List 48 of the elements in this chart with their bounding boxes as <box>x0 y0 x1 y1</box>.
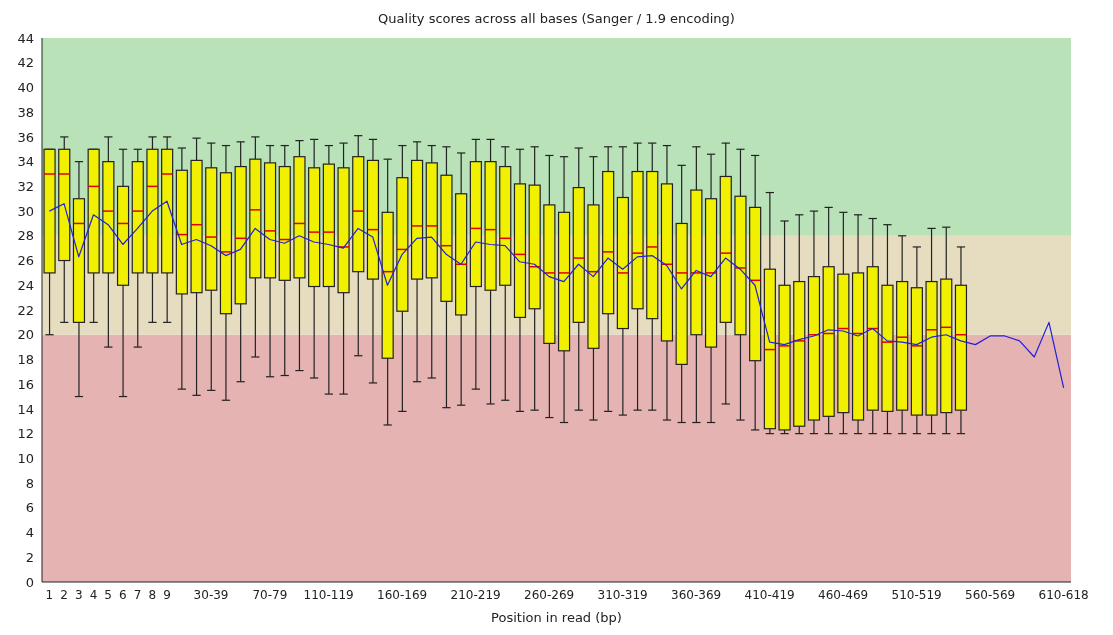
x-tick-label: 110-119 <box>303 587 354 602</box>
y-tick-label: 32 <box>17 178 34 194</box>
x-tick-label: 1 <box>45 587 54 602</box>
y-tick-label: 44 <box>17 30 34 46</box>
y-tick-label: 24 <box>17 277 34 293</box>
x-axis-title: Position in read (bp) <box>491 610 622 625</box>
y-tick-label: 10 <box>17 450 34 466</box>
y-tick-label: 22 <box>17 302 34 318</box>
y-tick-label: 28 <box>17 228 34 244</box>
x-tick-label: 70-79 <box>252 587 288 602</box>
y-tick-label: 16 <box>17 376 34 392</box>
x-tick-label: 7 <box>133 587 142 602</box>
y-tick-label: 40 <box>17 80 34 96</box>
x-tick-label: 460-469 <box>818 587 869 602</box>
x-tick-label: 2 <box>60 587 68 602</box>
x-tick-label: 510-519 <box>891 587 942 602</box>
x-tick-label: 6 <box>119 587 127 602</box>
x-tick-label: 9 <box>163 587 171 602</box>
y-tick-label: 34 <box>17 154 34 170</box>
x-tick-label: 30-39 <box>193 587 229 602</box>
y-tick-label: 6 <box>25 500 34 516</box>
x-tick-label: 560-569 <box>965 587 1016 602</box>
x-tick-label: 610-618 <box>1038 587 1089 602</box>
y-tick-label: 4 <box>25 525 34 541</box>
x-tick-label: 5 <box>104 587 112 602</box>
y-tick-label: 18 <box>17 352 34 368</box>
x-tick-label: 310-319 <box>597 587 648 602</box>
line-series <box>48 200 1065 389</box>
y-tick-label: 0 <box>25 574 34 590</box>
chart-title: Quality scores across all bases (Sanger / 1.9 encoding) <box>377 10 736 28</box>
y-tick-label: 30 <box>17 203 34 219</box>
y-tick-label: 14 <box>17 401 34 417</box>
y-tick-label: 36 <box>17 129 34 145</box>
y-tick-label: 42 <box>17 55 34 71</box>
x-tick-label: 160-169 <box>377 587 428 602</box>
y-tick-label: 26 <box>17 253 34 269</box>
x-tick-label: 3 <box>74 587 83 602</box>
y-tick-label: 20 <box>17 327 34 343</box>
x-tick-label: 210-219 <box>450 587 501 602</box>
x-tick-label: 410-419 <box>744 587 795 602</box>
y-tick-label: 12 <box>17 426 34 442</box>
x-tick-label: 4 <box>89 587 98 602</box>
x-tick-label: 260-269 <box>524 587 575 602</box>
y-tick-label: 8 <box>25 475 34 491</box>
y-tick-label: 38 <box>17 104 34 120</box>
x-tick-label: 8 <box>148 587 157 602</box>
y-tick-label: 2 <box>25 549 34 565</box>
x-tick-label: 360-369 <box>671 587 722 602</box>
